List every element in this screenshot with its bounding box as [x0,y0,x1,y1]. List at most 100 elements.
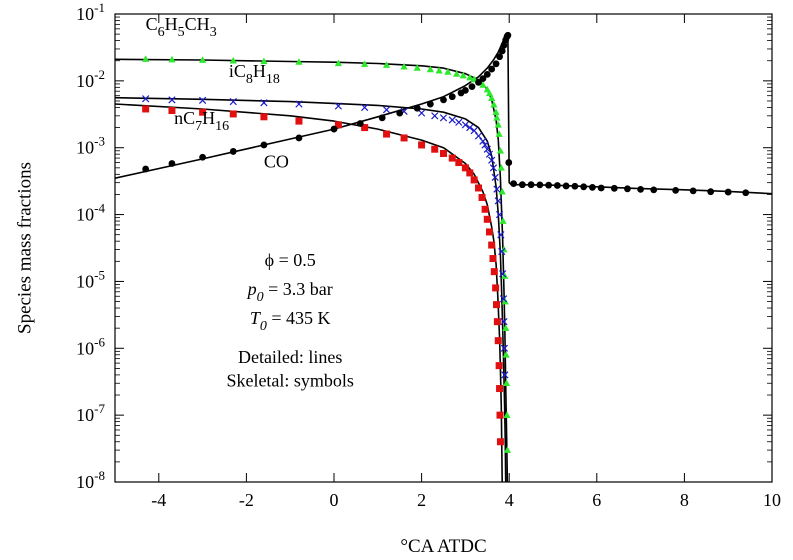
point-c6h5ch3 [444,68,452,75]
y-tick-exponent: -8 [94,468,105,483]
point-co [498,47,506,55]
point-ic8h18 [497,231,505,239]
annotation-t0-part: = 435 K [267,308,331,328]
point-c6h5ch3 [453,70,461,77]
point-c6h5ch3 [295,58,303,65]
point-c6h5ch3 [426,65,434,73]
point-nc7h16 [495,362,503,370]
point-co [330,125,338,133]
annotation-skeletal-part: Skeletal: symbols [226,370,354,390]
x-tick-label: -4 [151,490,166,510]
point-nc7h16 [470,176,478,184]
point-co [462,86,469,94]
point-nc7h16 [142,105,150,113]
point-c6h5ch3 [260,57,268,65]
x-tick-label: 4 [505,490,514,510]
point-co [396,109,404,117]
point-c6h5ch3 [497,164,505,171]
point-ic8h18 [417,109,426,117]
point-ic8h18 [466,123,474,132]
y-tick-label: 10-1 [76,0,105,24]
series-label-ic8h18-part: iC [229,61,246,81]
y-tick-exponent: -6 [94,334,105,349]
point-ic8h18 [501,371,509,379]
series-label-c6h5ch3-part: 5 [178,25,185,40]
point-co [589,183,596,191]
point-nc7h16 [492,284,500,292]
point-ic8h18 [198,96,207,105]
annotation-skeletal: Skeletal: symbols [226,370,354,390]
point-nc7h16 [478,194,486,202]
point-ic8h18 [439,114,448,122]
annotation-t0-part: T [250,308,262,328]
series-label-c6h5ch3-part: CH [185,14,210,34]
point-ic8h18 [334,102,343,110]
y-tick-label: 10-6 [76,334,105,358]
point-co [492,60,500,68]
point-co [597,184,605,192]
point-nc7h16 [260,113,268,121]
point-ic8h18 [260,99,268,107]
point-c6h5ch3 [168,55,176,63]
x-tick-label: 8 [680,490,689,510]
y-tick-mantissa: 10 [76,472,94,492]
point-nc7h16 [488,241,496,249]
series-label-c6h5ch3-part: 6 [158,25,165,40]
y-tick-exponent: -4 [94,201,105,216]
point-ic8h18 [500,344,509,352]
point-c6h5ch3 [413,64,421,71]
series-label-nc7h16-part: 16 [215,119,229,134]
point-nc7h16 [475,184,483,192]
point-co [562,182,570,190]
y-tick-exponent: -3 [94,134,105,149]
point-co [650,186,658,194]
point-nc7h16 [489,255,497,263]
point-co [295,134,303,142]
point-co [580,183,588,191]
point-ic8h18 [168,96,176,104]
plot-area: -4 -2 0 2 4 6 8 1010-810-710-610-510-410-310-21… [76,0,781,510]
y-tick-exponent: -1 [94,0,105,15]
point-co [571,182,579,190]
point-c6h5ch3 [490,100,498,108]
point-ic8h18 [500,318,508,326]
x-tick-label: 2 [417,490,426,510]
y-tick-mantissa: 10 [76,138,94,158]
y-tick-label: 10-7 [76,401,105,425]
point-ic8h18 [493,185,501,193]
series-label-c6h5ch3: C6H5CH3 [146,14,217,40]
point-co [689,187,697,195]
series-label-ic8h18-part: H [253,61,266,81]
point-ic8h18 [461,121,470,129]
point-ic8h18 [483,145,491,153]
y-tick-exponent: -2 [94,67,105,82]
series-label-c6h5ch3-part: 3 [210,25,217,40]
point-co [610,184,618,192]
point-co [504,31,512,39]
series-label-nc7h16-part: H [202,108,215,128]
y-tick-label: 10-3 [76,134,105,158]
y-tick-mantissa: 10 [76,338,94,358]
series-label-co-part: CO [264,151,289,171]
annotation-p0-part: = 3.3 bar [264,279,333,299]
point-co [142,165,150,173]
point-nc7h16 [485,228,493,236]
data-layer [115,31,772,482]
point-co [724,188,732,196]
point-co [426,100,434,108]
point-co [229,148,237,155]
point-c6h5ch3 [229,56,237,64]
point-ic8h18 [470,127,478,135]
point-co [496,53,503,61]
x-tick-label: -2 [239,490,254,510]
y-tick-label: 10-5 [76,267,105,291]
point-co [553,182,561,189]
y-tick-mantissa: 10 [76,71,94,91]
point-nc7h16 [496,438,504,446]
point-ic8h18 [479,137,487,145]
x-tick-label: 10 [763,490,781,510]
series-label-ic8h18-part: 18 [266,72,280,87]
point-co [356,120,364,127]
point-c6h5ch3 [459,71,467,79]
point-c6h5ch3 [485,89,494,97]
